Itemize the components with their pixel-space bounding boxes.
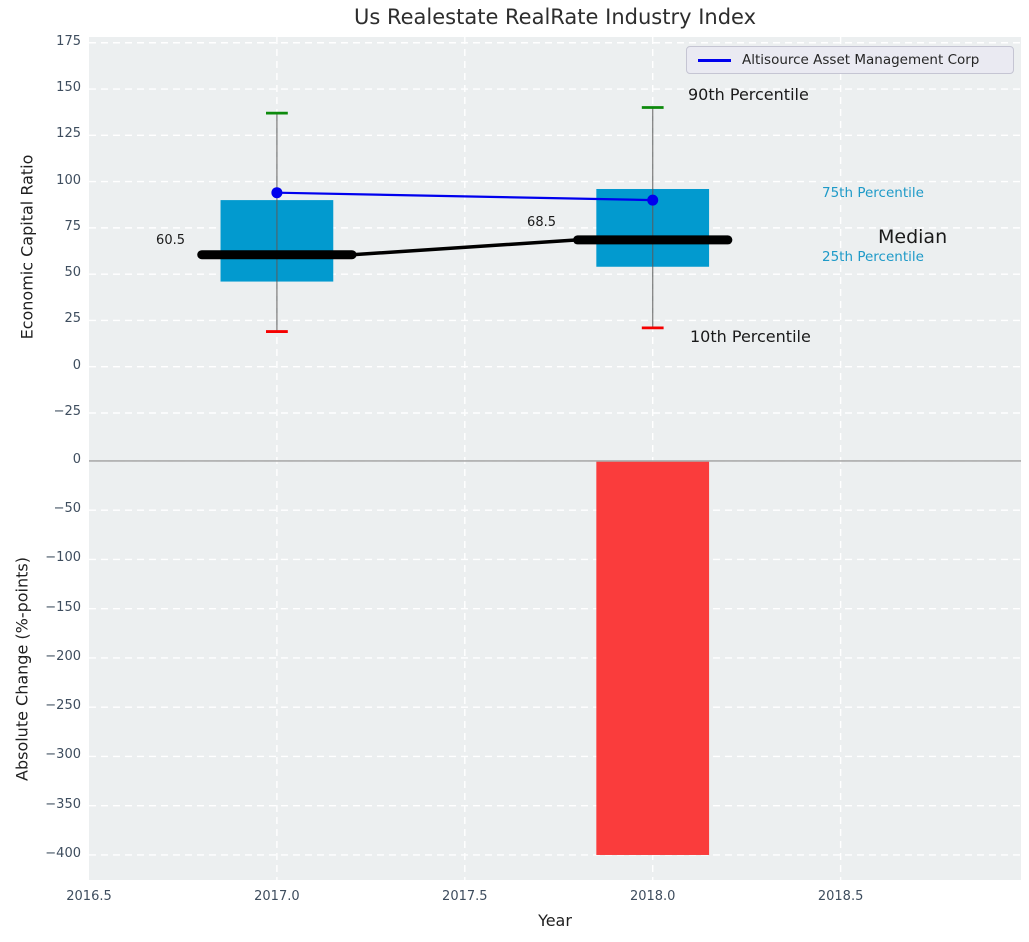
annotation-10th-percentile: 10th Percentile: [690, 327, 811, 346]
y-tick-label-top: 100: [56, 172, 81, 188]
annotation-25th-percentile: 25th Percentile: [822, 249, 924, 265]
legend-label: Altisource Asset Management Corp: [742, 52, 980, 68]
y-tick-label-top: 25: [64, 311, 81, 327]
y-tick-label-top: 175: [56, 33, 81, 49]
x-axis-label: Year: [538, 911, 572, 930]
y-tick-label-bottom: −200: [45, 648, 81, 664]
x-tick-label: 2016.5: [66, 889, 112, 904]
legend: Altisource Asset Management Corp: [686, 46, 1014, 74]
median-value-label-2017: 60.5: [156, 233, 185, 248]
y-tick-label-bottom: −100: [45, 550, 81, 566]
chart-title: Us Realestate RealRate Industry Index: [353, 5, 756, 29]
y-tick-label-bottom: −300: [45, 747, 81, 763]
x-tick-label: 2018.0: [629, 889, 676, 904]
company-marker-2018: [647, 194, 659, 206]
annotation-median: Median: [878, 226, 948, 248]
y-tick-label-bottom: −350: [45, 796, 81, 812]
legend-line-sample: [698, 58, 731, 62]
y-axis-label-bottom: Absolute Change (%-points): [12, 557, 32, 781]
y-tick-label-top: 75: [64, 218, 81, 234]
y-tick-label-top: 50: [64, 265, 81, 281]
company-marker-2017: [271, 187, 283, 199]
company-line: [276, 191, 653, 202]
y-tick-label-top: 125: [56, 126, 81, 142]
x-tick-label: 2018.5: [817, 889, 864, 904]
y-tick-label-bottom: −400: [45, 845, 81, 861]
x-tick-label: 2017.5: [442, 889, 488, 904]
median-value-label-2018: 68.5: [527, 215, 556, 230]
annotation-90th-percentile: 90th Percentile: [688, 85, 809, 104]
change-bar-2018: [596, 460, 710, 855]
x-tick-label: 2017.0: [254, 889, 300, 904]
y-tick-label-bottom: −150: [45, 599, 81, 615]
y-tick-label-top: −25: [53, 404, 81, 419]
annotation-75th-percentile: 75th Percentile: [822, 185, 924, 201]
axes-background: [89, 37, 1021, 880]
y-tick-label-top: 150: [56, 80, 81, 96]
y-axis-label-top: Economic Capital Ratio: [17, 154, 37, 340]
y-tick-label-top: 0: [72, 357, 81, 373]
y-tick-label-bottom: −250: [45, 698, 81, 714]
y-tick-label-bottom: 0: [72, 451, 81, 467]
y-tick-label-bottom: −50: [53, 501, 81, 517]
median-connector: [350, 238, 580, 257]
